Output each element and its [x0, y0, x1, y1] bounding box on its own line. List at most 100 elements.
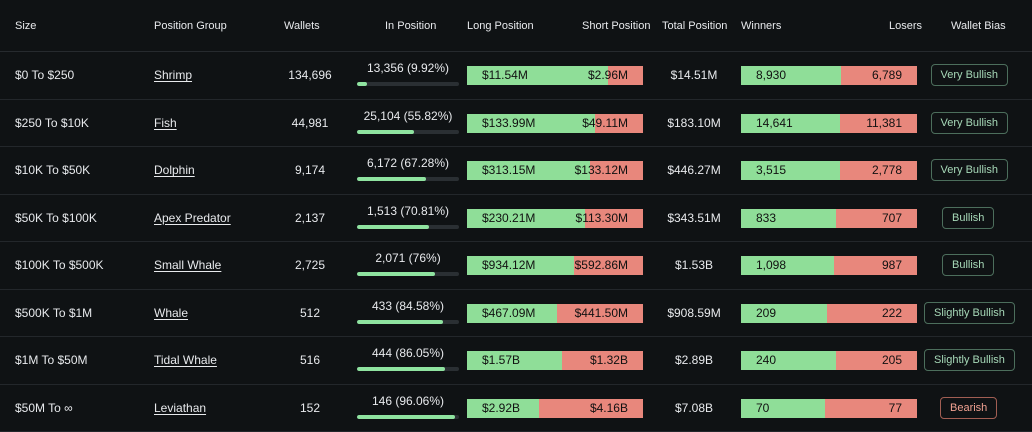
position-group-link[interactable]: Dolphin — [154, 163, 195, 177]
winners-losers-bar: 1,098 987 — [741, 256, 917, 275]
winners-value: 8,930 — [756, 68, 786, 82]
position-group-link[interactable]: Fish — [154, 116, 177, 130]
losers-value: 707 — [882, 211, 902, 225]
wallets-count: 134,696 — [260, 68, 360, 82]
table-row: $50M To ∞ Leviathan 152 146 (96.06%) $2.… — [0, 385, 1032, 432]
winners-losers-bar: 209 222 — [741, 304, 917, 323]
winners-segment — [741, 304, 827, 323]
in-position-fill — [357, 272, 435, 276]
header-losers[interactable]: Losers — [889, 20, 922, 32]
in-position-fill — [357, 415, 455, 419]
long-short-bar: $11.54M $2.96M — [467, 66, 643, 85]
long-position-value: $133.99M — [482, 116, 535, 130]
size-range: $100K To $500K — [15, 258, 104, 272]
long-short-bar: $934.12M $592.86M — [467, 256, 643, 275]
winners-value: 70 — [756, 401, 769, 415]
position-group-link[interactable]: Small Whale — [154, 258, 221, 272]
wallet-bias-badge[interactable]: Slightly Bullish — [924, 302, 1015, 324]
long-position-value: $11.54M — [482, 68, 528, 82]
winners-losers-bar: 833 707 — [741, 209, 917, 228]
wallets-count: 512 — [260, 306, 360, 320]
short-position-value: $1.32B — [590, 353, 628, 367]
long-short-bar: $313.15M $133.12M — [467, 161, 643, 180]
winners-value: 833 — [756, 211, 776, 225]
in-position-progress — [357, 82, 459, 86]
size-range: $1M To $50M — [15, 353, 88, 367]
table-row: $500K To $1M Whale 512 433 (84.58%) $467… — [0, 290, 1032, 338]
in-position-value: 25,104 (55.82%) — [357, 109, 459, 123]
in-position-progress — [357, 130, 459, 134]
position-group-link[interactable]: Apex Predator — [154, 211, 231, 225]
in-position-progress — [357, 415, 459, 419]
header-wallets[interactable]: Wallets — [284, 20, 320, 32]
losers-value: 6,789 — [872, 68, 902, 82]
winners-value: 209 — [756, 306, 776, 320]
wallet-bias-badge[interactable]: Bullish — [942, 207, 994, 229]
wallet-bias-badge[interactable]: Very Bullish — [931, 159, 1008, 181]
losers-value: 77 — [889, 401, 902, 415]
winners-value: 14,641 — [756, 116, 793, 130]
size-range: $10K To $50K — [15, 163, 90, 177]
wallet-bias-badge[interactable]: Bullish — [942, 254, 994, 276]
wallet-bias-badge[interactable]: Slightly Bullish — [924, 349, 1015, 371]
wallet-bias-badge[interactable]: Bearish — [940, 397, 997, 419]
losers-segment — [825, 399, 917, 418]
total-position-value: $343.51M — [656, 211, 732, 225]
losers-segment — [836, 351, 917, 370]
table-row: $100K To $500K Small Whale 2,725 2,071 (… — [0, 242, 1032, 290]
header-position-group[interactable]: Position Group — [154, 20, 227, 32]
losers-value: 222 — [882, 306, 902, 320]
losers-value: 205 — [882, 353, 902, 367]
size-range: $500K To $1M — [15, 306, 92, 320]
short-position-value: $2.96M — [588, 68, 628, 82]
position-group-link[interactable]: Tidal Whale — [154, 353, 217, 367]
long-short-bar: $1.57B $1.32B — [467, 351, 643, 370]
table-header: Size Position Group Wallets In Position … — [0, 0, 1032, 52]
in-position-value: 2,071 (76%) — [357, 251, 459, 265]
position-group-link[interactable]: Whale — [154, 306, 188, 320]
long-short-bar: $230.21M $113.30M — [467, 209, 643, 228]
short-position-value: $441.50M — [575, 306, 628, 320]
header-size[interactable]: Size — [15, 20, 36, 32]
in-position-progress — [357, 225, 459, 229]
position-group-link[interactable]: Leviathan — [154, 401, 206, 415]
header-winners[interactable]: Winners — [741, 20, 781, 32]
position-group-link[interactable]: Shrimp — [154, 68, 192, 82]
total-position-value: $14.51M — [656, 68, 732, 82]
in-position-fill — [357, 130, 414, 134]
header-long-position[interactable]: Long Position — [467, 20, 534, 32]
long-short-bar: $2.92B $4.16B — [467, 399, 643, 418]
long-position-value: $467.09M — [482, 306, 535, 320]
wallet-bias-badge[interactable]: Very Bullish — [931, 64, 1008, 86]
in-position-fill — [357, 320, 443, 324]
size-range: $0 To $250 — [15, 68, 74, 82]
in-position-progress — [357, 320, 459, 324]
wallet-bias-badge[interactable]: Very Bullish — [931, 112, 1008, 134]
total-position-value: $1.53B — [656, 258, 732, 272]
wallets-count: 152 — [260, 401, 360, 415]
table-row: $250 To $10K Fish 44,981 25,104 (55.82%)… — [0, 100, 1032, 148]
winners-losers-bar: 240 205 — [741, 351, 917, 370]
losers-value: 11,381 — [866, 116, 902, 130]
table-row: $0 To $250 Shrimp 134,696 13,356 (9.92%)… — [0, 52, 1032, 100]
long-position-value: $934.12M — [482, 258, 535, 272]
size-range: $250 To $10K — [15, 116, 89, 130]
header-short-position[interactable]: Short Position — [582, 20, 650, 32]
in-position-value: 13,356 (9.92%) — [357, 61, 459, 75]
header-in-position[interactable]: In Position — [385, 20, 436, 32]
table-row: $10K To $50K Dolphin 9,174 6,172 (67.28%… — [0, 147, 1032, 195]
long-short-bar: $467.09M $441.50M — [467, 304, 643, 323]
table-row: $1M To $50M Tidal Whale 516 444 (86.05%)… — [0, 337, 1032, 385]
header-wallet-bias[interactable]: Wallet Bias — [951, 20, 1006, 32]
winners-segment — [741, 399, 825, 418]
wallets-count: 44,981 — [260, 116, 360, 130]
wallets-count: 516 — [260, 353, 360, 367]
header-total-position[interactable]: Total Position — [662, 20, 727, 32]
in-position-value: 6,172 (67.28%) — [357, 156, 459, 170]
wallets-count: 2,725 — [260, 258, 360, 272]
winners-losers-bar: 8,930 6,789 — [741, 66, 917, 85]
total-position-value: $183.10M — [656, 116, 732, 130]
in-position-value: 433 (84.58%) — [357, 299, 459, 313]
in-position-fill — [357, 82, 367, 86]
in-position-value: 1,513 (70.81%) — [357, 204, 459, 218]
